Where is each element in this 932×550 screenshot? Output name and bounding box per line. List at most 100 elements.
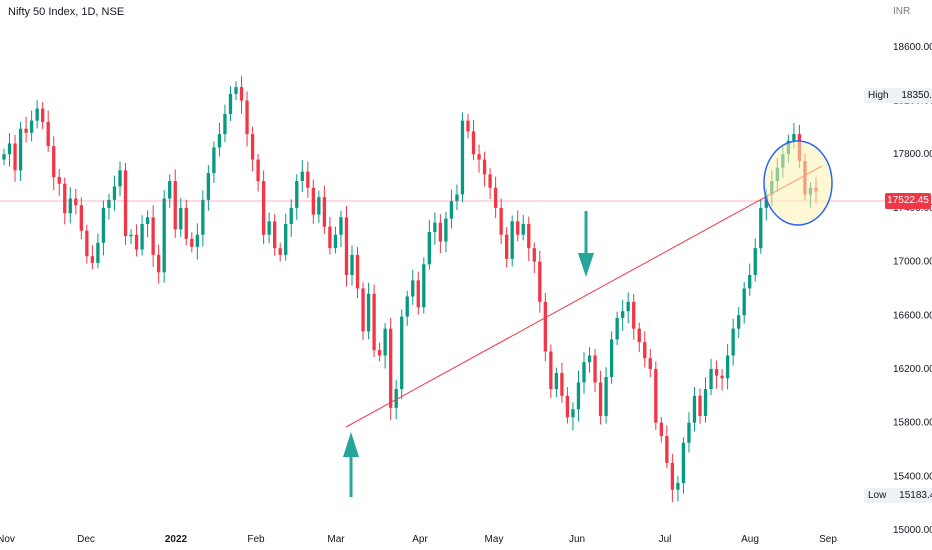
candle-body[interactable] bbox=[322, 197, 327, 227]
candle-body[interactable] bbox=[455, 194, 459, 202]
candle-body[interactable] bbox=[57, 177, 61, 184]
candle-body[interactable] bbox=[405, 296, 409, 317]
candle-body[interactable] bbox=[239, 87, 244, 101]
candle-body[interactable] bbox=[582, 362, 586, 383]
candle-body[interactable] bbox=[295, 181, 299, 208]
highlight-circle[interactable] bbox=[763, 140, 833, 226]
candle-body[interactable] bbox=[123, 170, 128, 237]
candle-body[interactable] bbox=[709, 368, 713, 390]
candle-body[interactable] bbox=[206, 173, 211, 200]
candle-body[interactable] bbox=[234, 87, 238, 94]
down-arrow[interactable] bbox=[578, 211, 594, 277]
candle-body[interactable] bbox=[471, 131, 476, 155]
candle-body[interactable] bbox=[256, 159, 260, 182]
candle-body[interactable] bbox=[389, 328, 393, 408]
candle-body[interactable] bbox=[118, 170, 122, 187]
candle-body[interactable] bbox=[654, 368, 658, 423]
candle-body[interactable] bbox=[79, 205, 83, 231]
candle-body[interactable] bbox=[162, 198, 166, 273]
candle-body[interactable] bbox=[68, 198, 72, 214]
candle-body[interactable] bbox=[637, 328, 641, 343]
candle-body[interactable] bbox=[333, 234, 338, 249]
candle-body[interactable] bbox=[261, 181, 266, 235]
candle-body[interactable] bbox=[344, 217, 349, 275]
candle-body[interactable] bbox=[648, 358, 652, 369]
candle-body[interactable] bbox=[626, 301, 630, 312]
candle-body[interactable] bbox=[129, 234, 133, 237]
candle-body[interactable] bbox=[7, 143, 12, 155]
candle-body[interactable] bbox=[499, 207, 503, 235]
candle-body[interactable] bbox=[587, 355, 592, 363]
candle-body[interactable] bbox=[284, 224, 288, 255]
candle-body[interactable] bbox=[328, 226, 332, 249]
candle-body[interactable] bbox=[692, 395, 697, 423]
candle-body[interactable] bbox=[151, 217, 155, 255]
candle-body[interactable] bbox=[527, 224, 531, 249]
candle-body[interactable] bbox=[444, 218, 448, 242]
candle-body[interactable] bbox=[516, 221, 520, 235]
candle-body[interactable] bbox=[350, 254, 354, 275]
candle-body[interactable] bbox=[433, 222, 437, 233]
candle-body[interactable] bbox=[714, 368, 719, 376]
candle-body[interactable] bbox=[621, 311, 625, 318]
candle-body[interactable] bbox=[571, 409, 575, 418]
candle-body[interactable] bbox=[223, 113, 227, 135]
candle-body[interactable] bbox=[107, 199, 111, 208]
candle-body[interactable] bbox=[676, 483, 680, 490]
candle-body[interactable] bbox=[13, 143, 17, 171]
trendline[interactable] bbox=[345, 165, 823, 428]
candle-body[interactable] bbox=[24, 128, 28, 133]
candle-body[interactable] bbox=[228, 93, 233, 114]
candle-body[interactable] bbox=[488, 174, 492, 188]
candle-body[interactable] bbox=[505, 234, 509, 259]
candle-body[interactable] bbox=[687, 422, 691, 443]
candle-body[interactable] bbox=[427, 232, 431, 265]
candle-body[interactable] bbox=[179, 207, 183, 230]
candle-body[interactable] bbox=[212, 147, 216, 174]
candle-body[interactable] bbox=[394, 389, 398, 408]
candle-body[interactable] bbox=[466, 120, 470, 132]
candle-body[interactable] bbox=[449, 201, 454, 219]
candle-body[interactable] bbox=[35, 108, 39, 121]
candle-body[interactable] bbox=[670, 462, 675, 490]
candle-body[interactable] bbox=[52, 146, 56, 178]
candle-body[interactable] bbox=[598, 382, 603, 416]
candle-body[interactable] bbox=[460, 120, 465, 195]
candle-body[interactable] bbox=[90, 256, 95, 263]
candle-body[interactable] bbox=[217, 134, 222, 148]
candle-body[interactable] bbox=[632, 301, 636, 329]
up-arrow[interactable] bbox=[343, 432, 359, 497]
candle-body[interactable] bbox=[422, 264, 426, 308]
candle-body[interactable] bbox=[273, 221, 277, 249]
candle-body[interactable] bbox=[96, 242, 100, 263]
candle-body[interactable] bbox=[615, 317, 619, 340]
candle-body[interactable] bbox=[339, 217, 343, 235]
candle-body[interactable] bbox=[145, 217, 150, 224]
candle-body[interactable] bbox=[792, 134, 796, 141]
candle-body[interactable] bbox=[101, 207, 106, 243]
candle-body[interactable] bbox=[74, 198, 78, 206]
candle-body[interactable] bbox=[681, 442, 686, 484]
candle-body[interactable] bbox=[250, 134, 255, 160]
candle-body[interactable] bbox=[112, 186, 117, 200]
candle-body[interactable] bbox=[560, 372, 564, 396]
candle-body[interactable] bbox=[377, 350, 382, 356]
candle-body[interactable] bbox=[195, 234, 199, 247]
candle-body[interactable] bbox=[300, 171, 304, 182]
candle-body[interactable] bbox=[482, 159, 487, 175]
candle-body[interactable] bbox=[725, 355, 730, 379]
candle-body[interactable] bbox=[190, 238, 194, 247]
candle-body[interactable] bbox=[361, 288, 365, 332]
candle-body[interactable] bbox=[665, 436, 669, 463]
candle-body[interactable] bbox=[267, 221, 271, 235]
candle-body[interactable] bbox=[477, 154, 481, 160]
candle-body[interactable] bbox=[85, 230, 89, 257]
candle-body[interactable] bbox=[720, 375, 724, 379]
candle-body[interactable] bbox=[366, 293, 371, 332]
candle-body[interactable] bbox=[759, 207, 763, 249]
candle-body[interactable] bbox=[173, 181, 177, 230]
candle-body[interactable] bbox=[576, 382, 581, 410]
candle-body[interactable] bbox=[201, 199, 205, 235]
